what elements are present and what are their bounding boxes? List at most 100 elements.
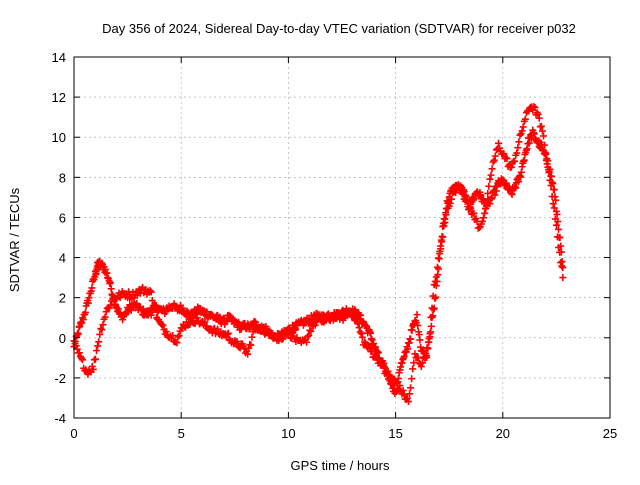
data-point xyxy=(244,350,252,358)
data-point xyxy=(535,114,543,122)
x-tick-label: 20 xyxy=(496,426,510,441)
data-point xyxy=(481,209,489,217)
data-point xyxy=(531,103,539,111)
data-point xyxy=(380,359,388,367)
data-point xyxy=(558,262,566,270)
data-point xyxy=(463,196,471,204)
data-point xyxy=(400,391,408,399)
y-tick-label: 8 xyxy=(59,170,66,185)
data-point xyxy=(478,217,486,225)
data-point xyxy=(425,338,433,346)
data-point xyxy=(413,311,421,319)
data-point xyxy=(224,329,232,337)
data-point xyxy=(488,165,496,173)
data-point xyxy=(384,367,392,375)
data-point xyxy=(441,218,449,226)
data-point xyxy=(447,195,455,203)
y-tick-label: 6 xyxy=(59,210,66,225)
data-point xyxy=(545,169,553,177)
data-point xyxy=(559,274,567,282)
data-point xyxy=(223,330,231,338)
x-tick-label: 5 xyxy=(178,426,185,441)
x-tick-label: 10 xyxy=(281,426,295,441)
data-point xyxy=(414,354,422,362)
data-point xyxy=(357,330,365,338)
data-point xyxy=(519,123,527,131)
data-point xyxy=(491,191,499,199)
data-point xyxy=(79,356,87,364)
data-point xyxy=(424,345,432,353)
data-point xyxy=(439,233,447,241)
data-point xyxy=(148,297,156,305)
data-point xyxy=(73,345,81,353)
data-point xyxy=(436,250,444,258)
data-point xyxy=(414,321,422,329)
data-point xyxy=(354,320,362,328)
data-point xyxy=(411,350,419,358)
data-point xyxy=(484,189,492,197)
y-tick-label: -2 xyxy=(54,371,66,386)
data-point xyxy=(106,279,114,287)
data-point xyxy=(487,171,495,179)
data-point xyxy=(248,333,256,341)
data-point xyxy=(368,347,376,355)
tick-marks xyxy=(73,56,611,419)
data-point xyxy=(406,390,414,398)
data-point xyxy=(233,338,241,346)
data-point xyxy=(491,152,499,160)
data-point xyxy=(264,327,272,335)
data-point xyxy=(544,157,552,165)
data-point xyxy=(553,233,561,241)
y-tick-label: 10 xyxy=(52,130,66,145)
data-point xyxy=(99,321,107,329)
y-tick-label: 4 xyxy=(59,251,66,266)
data-point xyxy=(530,103,538,111)
data-point xyxy=(452,189,460,197)
data-point xyxy=(174,333,182,341)
data-point xyxy=(162,328,170,336)
x-tick-label: 15 xyxy=(388,426,402,441)
data-point xyxy=(361,338,369,346)
data-point xyxy=(169,331,177,339)
data-point xyxy=(430,281,438,289)
data-point xyxy=(101,313,109,321)
data-point xyxy=(550,186,558,194)
data-point xyxy=(94,342,102,350)
data-point xyxy=(426,330,434,338)
data-point xyxy=(93,347,101,355)
data-point xyxy=(98,326,106,334)
data-point xyxy=(500,150,508,158)
data-point xyxy=(433,263,441,271)
data-point xyxy=(515,138,523,146)
y-tick-label: 2 xyxy=(59,291,66,306)
y-tick-label: 0 xyxy=(59,331,66,346)
data-point xyxy=(521,115,529,123)
data-point xyxy=(403,394,411,402)
data-point xyxy=(546,176,554,184)
data-point xyxy=(546,165,554,173)
data-point xyxy=(549,200,557,208)
data-point xyxy=(464,200,472,208)
data-point xyxy=(396,382,404,390)
data-point xyxy=(428,304,436,312)
data-point xyxy=(399,386,407,394)
data-point xyxy=(355,324,363,332)
plot-frame xyxy=(73,56,611,419)
x-tick-label: 25 xyxy=(603,426,617,441)
data-point xyxy=(552,221,560,229)
data-point xyxy=(307,327,315,335)
data-point xyxy=(201,318,209,326)
data-point xyxy=(432,273,440,281)
y-tick-label: 14 xyxy=(52,50,66,65)
data-point xyxy=(427,322,435,330)
data-point xyxy=(541,141,549,149)
data-point xyxy=(513,149,521,157)
data-point xyxy=(116,294,124,302)
data-point xyxy=(507,163,515,171)
data-point xyxy=(97,325,105,333)
data-point xyxy=(150,304,158,312)
data-point xyxy=(407,384,415,392)
data-point xyxy=(496,144,504,152)
data-point xyxy=(442,211,450,219)
data-point xyxy=(434,254,442,262)
